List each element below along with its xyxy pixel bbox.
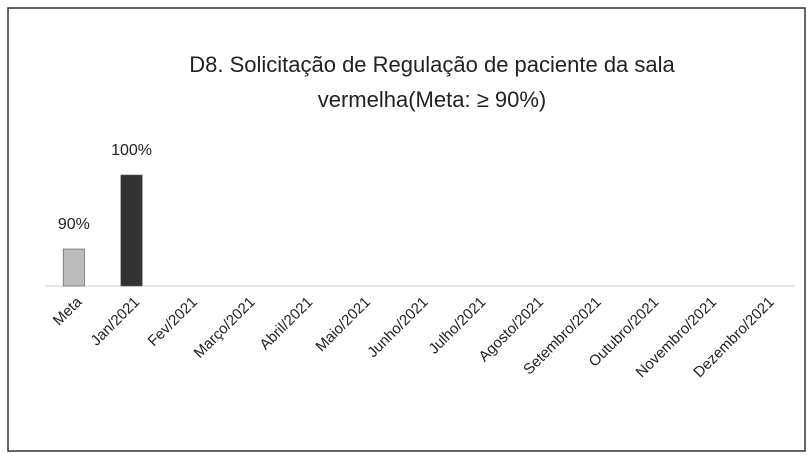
chart-title: D8. Solicitação de Regulação de paciente…	[189, 52, 675, 77]
chart-title: vermelha(Meta: ≥ 90%)	[318, 87, 547, 112]
data-label: 100%	[111, 142, 152, 159]
bar	[120, 174, 143, 287]
bar	[62, 248, 85, 287]
data-label: 90%	[58, 216, 90, 233]
